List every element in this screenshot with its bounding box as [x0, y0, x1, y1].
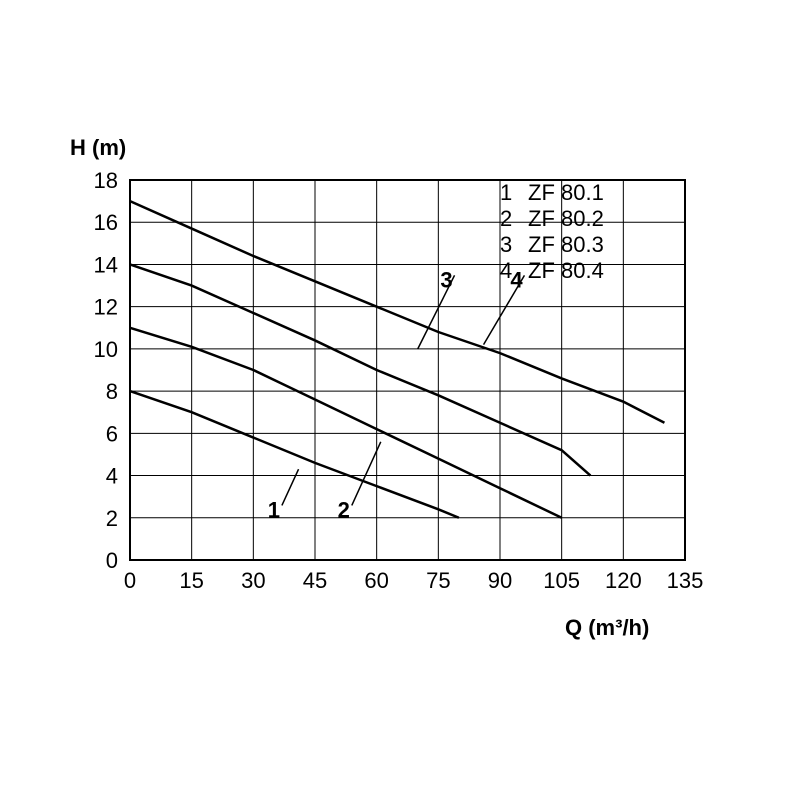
- legend-label-2: ZF 80.2: [528, 206, 604, 231]
- y-tick-label: 8: [106, 379, 118, 404]
- legend-label-1: ZF 80.1: [528, 180, 604, 205]
- curve-label-2: 2: [338, 497, 350, 522]
- legend-label-4: ZF 80.4: [528, 258, 604, 283]
- pump-curve-chart: 0153045607590105120135024681012141618H (…: [0, 0, 800, 800]
- curve-3: [130, 264, 590, 475]
- x-tick-label: 30: [241, 568, 265, 593]
- curve-label-4: 4: [510, 267, 523, 292]
- x-axis-title: Q (m³/h): [565, 615, 649, 640]
- y-tick-label: 14: [94, 252, 118, 277]
- x-tick-label: 105: [543, 568, 580, 593]
- x-tick-label: 90: [488, 568, 512, 593]
- legend-num-3: 3: [500, 232, 512, 257]
- y-tick-label: 10: [94, 337, 118, 362]
- x-tick-label: 60: [364, 568, 388, 593]
- legend-label-3: ZF 80.3: [528, 232, 604, 257]
- y-tick-label: 2: [106, 506, 118, 531]
- y-axis-title: H (m): [70, 135, 126, 160]
- legend-num-4: 4: [500, 258, 512, 283]
- y-tick-label: 12: [94, 295, 118, 320]
- y-tick-label: 4: [106, 464, 118, 489]
- x-tick-label: 135: [667, 568, 704, 593]
- x-tick-label: 45: [303, 568, 327, 593]
- y-tick-label: 6: [106, 421, 118, 446]
- x-tick-label: 120: [605, 568, 642, 593]
- leader-line-1: [282, 469, 299, 505]
- curve-label-3: 3: [440, 267, 452, 292]
- y-tick-label: 18: [94, 168, 118, 193]
- x-tick-label: 0: [124, 568, 136, 593]
- legend-num-1: 1: [500, 180, 512, 205]
- y-tick-label: 0: [106, 548, 118, 573]
- legend-num-2: 2: [500, 206, 512, 231]
- x-tick-label: 75: [426, 568, 450, 593]
- curve-label-1: 1: [268, 497, 280, 522]
- y-tick-label: 16: [94, 210, 118, 235]
- x-tick-label: 15: [179, 568, 203, 593]
- curve-1: [130, 391, 459, 518]
